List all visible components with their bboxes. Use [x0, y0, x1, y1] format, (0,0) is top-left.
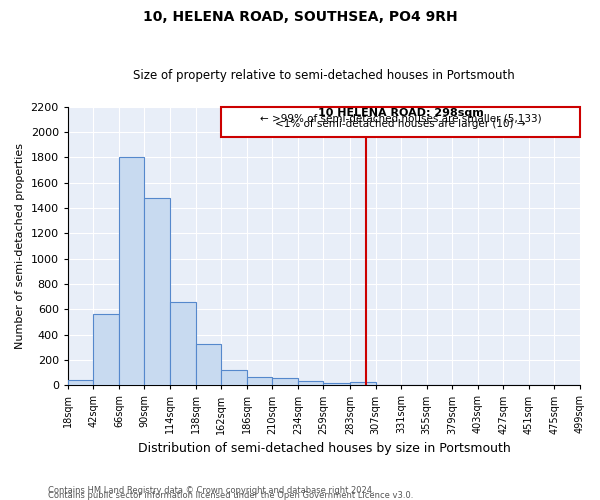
Bar — [221, 370, 247, 386]
Title: Size of property relative to semi-detached houses in Portsmouth: Size of property relative to semi-detach… — [133, 69, 515, 82]
Bar — [68, 380, 94, 386]
Text: Contains HM Land Registry data © Crown copyright and database right 2024.: Contains HM Land Registry data © Crown c… — [48, 486, 374, 495]
Text: Contains public sector information licensed under the Open Government Licence v3: Contains public sector information licen… — [48, 491, 413, 500]
Text: 10, HELENA ROAD, SOUTHSEA, PO4 9RH: 10, HELENA ROAD, SOUTHSEA, PO4 9RH — [143, 10, 457, 24]
Bar — [170, 302, 196, 386]
Y-axis label: Number of semi-detached properties: Number of semi-detached properties — [15, 143, 25, 349]
Bar — [94, 314, 119, 386]
Text: 10 HELENA ROAD: 298sqm: 10 HELENA ROAD: 298sqm — [318, 108, 484, 118]
Bar — [145, 198, 170, 386]
X-axis label: Distribution of semi-detached houses by size in Portsmouth: Distribution of semi-detached houses by … — [137, 442, 510, 455]
Text: <1% of semi-detached houses are larger (10) →: <1% of semi-detached houses are larger (… — [275, 119, 526, 129]
FancyBboxPatch shape — [221, 107, 580, 137]
Bar — [119, 158, 145, 386]
Bar — [196, 344, 221, 386]
Text: ← >99% of semi-detached houses are smaller (5,133): ← >99% of semi-detached houses are small… — [260, 113, 541, 123]
Bar — [247, 377, 272, 386]
Bar — [350, 382, 376, 386]
Bar — [323, 382, 350, 386]
Bar — [272, 378, 298, 386]
Bar — [298, 382, 323, 386]
